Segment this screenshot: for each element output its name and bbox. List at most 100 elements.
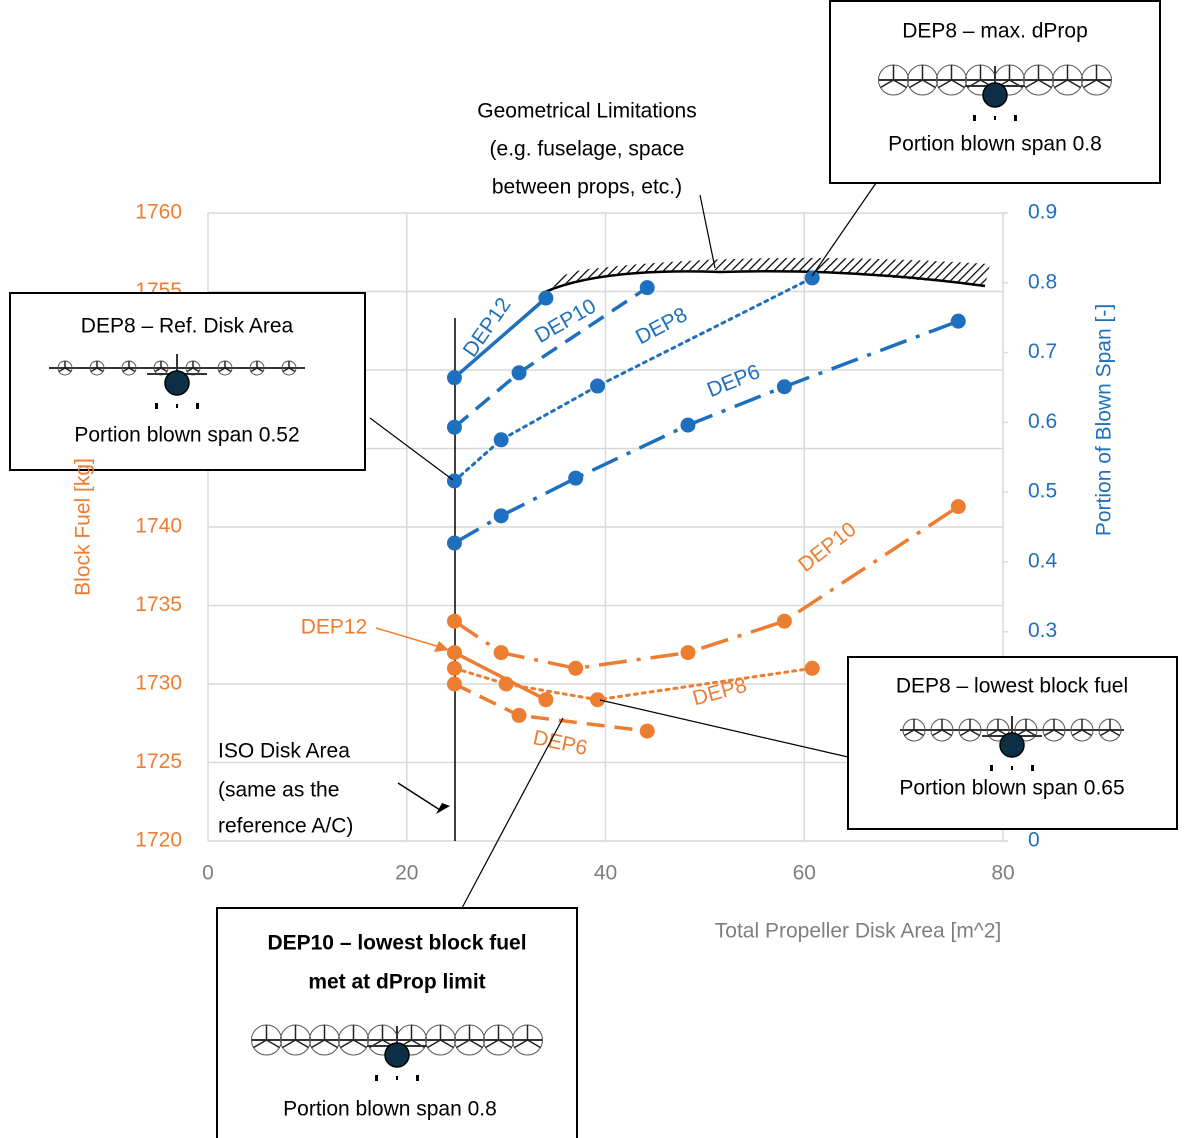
- x-tick-label: 0: [202, 862, 214, 885]
- fuselage: [385, 1043, 409, 1067]
- gear: [375, 1075, 378, 1081]
- data-point: [538, 692, 553, 707]
- callout-text: Portion blown span 0.8: [283, 1098, 497, 1121]
- fuselage: [1000, 733, 1024, 757]
- series-line: [454, 288, 647, 428]
- x-tick-label: 60: [793, 862, 816, 885]
- series-line: [454, 507, 958, 669]
- gear: [196, 403, 199, 409]
- series-label: DEP6: [531, 726, 589, 760]
- y-tick-label: 1760: [135, 201, 182, 224]
- y2-tick-label: 0.3: [1028, 619, 1057, 642]
- data-point: [447, 536, 462, 551]
- data-point: [680, 645, 695, 660]
- y-tick-label: 1725: [135, 750, 182, 773]
- y2-tick-label: 0.9: [1028, 201, 1057, 224]
- y-tick-label: 1720: [135, 829, 182, 852]
- data-point: [447, 370, 462, 385]
- y2-tick-label: 0.8: [1028, 270, 1057, 293]
- gear: [1031, 765, 1034, 771]
- y2-tick-label: 0.6: [1028, 410, 1057, 433]
- data-point: [568, 661, 583, 676]
- y-tick-label: 1740: [135, 515, 182, 538]
- data-point: [447, 473, 462, 488]
- y-axis-title: Block Fuel [kg]: [72, 458, 95, 596]
- fuselage: [165, 371, 189, 395]
- data-point: [512, 708, 527, 723]
- y2-tick-label: 0: [1028, 829, 1040, 852]
- annotation: ISO Disk Area: [218, 740, 350, 763]
- data-point: [447, 661, 462, 676]
- y-tick-label: 1730: [135, 672, 182, 695]
- series-label: DEP8: [690, 674, 749, 710]
- y2-axis-title: Portion of Blown Span [-]: [1093, 304, 1116, 536]
- x-tick-label: 40: [594, 862, 617, 885]
- callout-text: Portion blown span 0.65: [899, 777, 1124, 800]
- gear: [1011, 766, 1013, 770]
- y2-tick-label: 0.5: [1028, 480, 1057, 503]
- data-point: [447, 645, 462, 660]
- data-point: [499, 677, 514, 692]
- data-point: [447, 614, 462, 629]
- callout: DEP10 – lowest block fuel met at dProp l…: [217, 908, 577, 1138]
- y2-tick-label: 0.4: [1028, 549, 1058, 572]
- data-point: [447, 420, 462, 435]
- chart: 17201725173017351740174517501755176000.1…: [0, 0, 1203, 1138]
- callout-title: DEP8 – max. dProp: [902, 20, 1088, 43]
- page: 17201725173017351740174517501755176000.1…: [0, 0, 1203, 1138]
- annotation: (same as the: [218, 779, 339, 802]
- callout: DEP8 – lowest block fuel Portion blown s…: [848, 657, 1177, 829]
- gear: [994, 116, 996, 120]
- data-point: [680, 418, 695, 433]
- callout-title: DEP8 – Ref. Disk Area: [81, 315, 294, 338]
- data-point: [951, 499, 966, 514]
- data-point: [447, 677, 462, 692]
- leader: [462, 718, 563, 908]
- callout: DEP8 – Ref. Disk Area Portion blown span…: [10, 293, 365, 470]
- annotation: reference A/C): [218, 815, 353, 838]
- data-point: [805, 270, 820, 285]
- callout: DEP8 – max. dProp Portion blown span 0.8: [830, 1, 1160, 183]
- series-label: DEP12: [301, 616, 368, 639]
- y2-tick-label: 0.7: [1028, 340, 1057, 363]
- data-point: [512, 365, 527, 380]
- callout-title: DEP10 – lowest block fuel: [267, 932, 526, 955]
- data-point: [777, 379, 792, 394]
- arrow: [376, 628, 440, 647]
- callout-text: Portion blown span 0.52: [74, 424, 299, 447]
- leader: [700, 195, 715, 268]
- data-point: [951, 314, 966, 329]
- callout-title: DEP8 – lowest block fuel: [896, 675, 1128, 698]
- data-point: [590, 379, 605, 394]
- data-point: [494, 645, 509, 660]
- gear: [155, 403, 158, 409]
- data-point: [538, 291, 553, 306]
- x-tick-label: 80: [991, 862, 1014, 885]
- gear: [990, 765, 993, 771]
- fuselage: [983, 83, 1007, 107]
- gear: [973, 115, 976, 121]
- data-point: [494, 432, 509, 447]
- gear: [396, 1076, 398, 1080]
- data-point: [805, 661, 820, 676]
- callout-text: Portion blown span 0.8: [888, 133, 1102, 156]
- limit-hatch: [545, 258, 990, 290]
- annotation: between props, etc.): [492, 176, 682, 199]
- data-point: [494, 508, 509, 523]
- series-label: DEP6: [704, 360, 763, 402]
- data-point: [777, 614, 792, 629]
- x-tick-label: 20: [395, 862, 418, 885]
- leader: [600, 700, 848, 757]
- y-tick-label: 1735: [135, 593, 182, 616]
- arrow: [398, 783, 440, 810]
- x-axis-title: Total Propeller Disk Area [m^2]: [715, 920, 1001, 943]
- gear: [176, 404, 178, 408]
- series-line: [454, 321, 958, 543]
- gear: [1014, 115, 1017, 121]
- data-point: [568, 471, 583, 486]
- callout-title: met at dProp limit: [308, 971, 485, 994]
- data-point: [640, 724, 655, 739]
- data-point: [640, 280, 655, 295]
- data-point: [590, 692, 605, 707]
- gear: [416, 1075, 419, 1081]
